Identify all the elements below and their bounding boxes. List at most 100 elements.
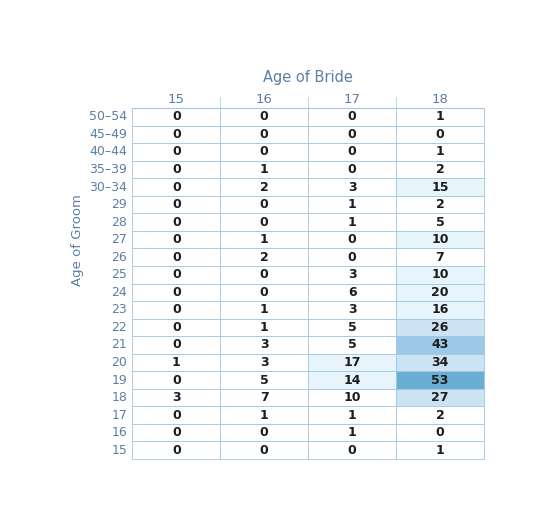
Text: 10: 10 <box>343 391 361 404</box>
Text: 0: 0 <box>172 146 181 159</box>
Text: 27: 27 <box>111 233 127 246</box>
Text: 0: 0 <box>172 233 181 246</box>
Text: 3: 3 <box>172 391 180 404</box>
Text: 5: 5 <box>348 338 356 351</box>
Bar <box>220 283 308 301</box>
Bar <box>220 407 308 424</box>
Bar <box>308 319 396 336</box>
Bar <box>308 283 396 301</box>
Text: 40–44: 40–44 <box>90 146 127 159</box>
Text: 17: 17 <box>111 409 127 422</box>
Text: 5: 5 <box>260 373 268 386</box>
Bar <box>220 249 308 266</box>
Text: 0: 0 <box>348 128 356 141</box>
Bar <box>132 407 220 424</box>
Bar <box>308 336 396 354</box>
Bar <box>132 319 220 336</box>
Text: 27: 27 <box>431 391 449 404</box>
Text: 0: 0 <box>172 444 181 457</box>
Bar <box>308 389 396 407</box>
Text: 0: 0 <box>348 110 356 123</box>
Bar <box>220 371 308 389</box>
Bar <box>132 196 220 213</box>
Text: 0: 0 <box>348 163 356 176</box>
Text: 1: 1 <box>348 215 356 228</box>
Text: 1: 1 <box>260 409 268 422</box>
Bar <box>308 249 396 266</box>
Text: 18: 18 <box>431 93 448 106</box>
Bar <box>220 213 308 231</box>
Bar <box>220 301 308 319</box>
Text: 1: 1 <box>260 304 268 316</box>
Bar <box>396 301 484 319</box>
Text: 15: 15 <box>111 444 127 457</box>
Bar <box>132 108 220 125</box>
Bar <box>132 266 220 283</box>
Bar <box>220 161 308 178</box>
Text: 0: 0 <box>172 409 181 422</box>
Text: Age of Bride: Age of Bride <box>263 70 353 85</box>
Text: 0: 0 <box>260 215 268 228</box>
Text: 1: 1 <box>348 409 356 422</box>
Bar <box>220 125 308 143</box>
Bar <box>132 161 220 178</box>
Text: 43: 43 <box>431 338 449 351</box>
Text: 0: 0 <box>172 128 181 141</box>
Bar <box>396 143 484 161</box>
Text: 0: 0 <box>348 233 356 246</box>
Bar <box>396 371 484 389</box>
Bar <box>308 196 396 213</box>
Bar <box>220 196 308 213</box>
Text: 0: 0 <box>348 146 356 159</box>
Text: 14: 14 <box>343 373 361 386</box>
Text: 0: 0 <box>172 163 181 176</box>
Bar <box>396 249 484 266</box>
Text: 21: 21 <box>112 338 127 351</box>
Bar <box>132 231 220 249</box>
Bar <box>396 231 484 249</box>
Bar <box>220 424 308 441</box>
Bar <box>308 108 396 125</box>
Text: 2: 2 <box>436 409 444 422</box>
Text: 53: 53 <box>431 373 449 386</box>
Text: 0: 0 <box>172 198 181 211</box>
Bar <box>396 196 484 213</box>
Text: 0: 0 <box>260 198 268 211</box>
Text: 0: 0 <box>348 251 356 264</box>
Bar <box>132 389 220 407</box>
Bar <box>132 371 220 389</box>
Text: 0: 0 <box>172 373 181 386</box>
Text: 19: 19 <box>112 373 127 386</box>
Text: 0: 0 <box>172 338 181 351</box>
Text: 3: 3 <box>260 338 268 351</box>
Bar <box>396 319 484 336</box>
Text: 2: 2 <box>260 251 268 264</box>
Bar <box>308 125 396 143</box>
Bar <box>132 143 220 161</box>
Text: 0: 0 <box>172 426 181 439</box>
Text: 7: 7 <box>260 391 268 404</box>
Bar <box>308 161 396 178</box>
Bar <box>132 283 220 301</box>
Text: 26: 26 <box>112 251 127 264</box>
Bar <box>308 231 396 249</box>
Text: 3: 3 <box>348 304 356 316</box>
Text: 23: 23 <box>112 304 127 316</box>
Text: 2: 2 <box>436 163 444 176</box>
Bar <box>132 336 220 354</box>
Bar <box>308 354 396 371</box>
Bar <box>132 249 220 266</box>
Text: 17: 17 <box>343 356 361 369</box>
Text: 0: 0 <box>172 286 181 299</box>
Bar <box>220 266 308 283</box>
Text: 24: 24 <box>112 286 127 299</box>
Text: 0: 0 <box>260 128 268 141</box>
Bar <box>308 407 396 424</box>
Text: 20: 20 <box>431 286 449 299</box>
Text: 0: 0 <box>172 268 181 281</box>
Bar <box>132 354 220 371</box>
Bar <box>396 336 484 354</box>
Text: 1: 1 <box>260 233 268 246</box>
Bar <box>132 178 220 196</box>
Text: 22: 22 <box>112 321 127 334</box>
